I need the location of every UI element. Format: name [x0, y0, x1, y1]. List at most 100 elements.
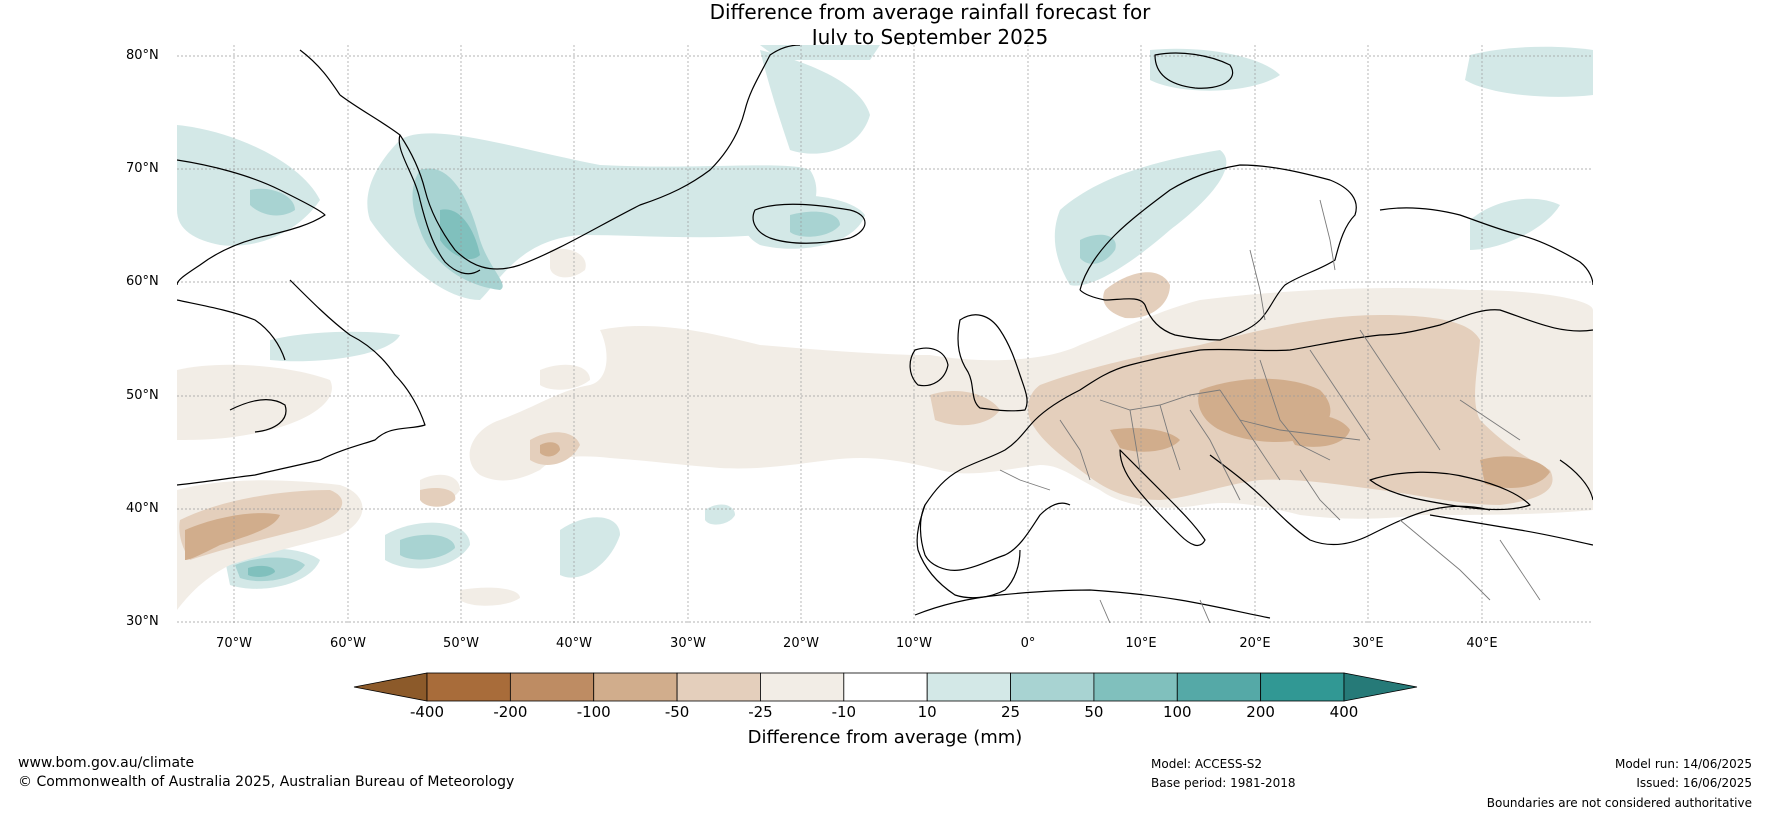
colorbar-extend-high: [1343, 672, 1418, 702]
teal-mid-iceland: [790, 211, 840, 237]
colorbar-tick-label: -400: [409, 703, 445, 721]
brown-light-nw-atlantic: [177, 364, 332, 440]
coast-italy: [1119, 449, 1206, 547]
colorbar-tick-label: -10: [831, 703, 857, 721]
coastlines: [177, 45, 1593, 619]
colorbar-segment: [1176, 672, 1262, 702]
map-title: Difference from average rainfall forecas…: [600, 0, 1260, 50]
coast-caspian: [1559, 459, 1593, 501]
coast-newfoundland: [229, 398, 287, 433]
colorbar-tick-label: -100: [576, 703, 611, 721]
colorbar-segment: [1093, 672, 1178, 702]
brown-dark-sw-atlantic: [185, 513, 280, 560]
coast-greenland-sw: [398, 134, 481, 275]
longitude-label: 40°E: [1466, 636, 1498, 651]
gridlines: [177, 45, 1593, 623]
teal-region-top-left: [760, 45, 880, 60]
colorbar-segment: [843, 672, 928, 702]
colorbar-tick-label: -50: [664, 703, 690, 721]
website-link[interactable]: www.bom.gov.au/climate: [18, 755, 195, 771]
brown-dark-caucasus: [1480, 456, 1550, 488]
coast-svalbard: [1154, 52, 1234, 89]
longitude-label: 20°W: [783, 636, 819, 651]
copyright-text: © Commonwealth of Australia 2025, Austra…: [18, 774, 515, 790]
teal-region-ne-greenland: [760, 50, 870, 154]
coast-britain: [957, 314, 1028, 412]
colorbar-segment: [593, 672, 678, 702]
model-text: Model: ACCESS-S2: [1151, 757, 1263, 771]
colorbar-segment: [426, 672, 511, 702]
latitude-label: 40°N: [126, 501, 159, 516]
brown-light-greenland-spot: [550, 248, 586, 278]
coast-greenland-west: [299, 49, 341, 96]
brown-dark-alps: [1110, 428, 1180, 452]
teal-dark-greenland: [440, 209, 480, 260]
colorbar-tick-label: -200: [493, 703, 528, 721]
coast-labrador: [177, 279, 426, 486]
longitude-label: 20°E: [1239, 636, 1271, 651]
colorbar-segment: [676, 672, 761, 702]
brown-mid-scandinavia: [1103, 272, 1170, 319]
coast-norway: [1079, 164, 1357, 321]
longitude-label: 30°E: [1352, 636, 1384, 651]
longitude-label: 70°W: [216, 636, 252, 651]
coast-greenland: [339, 45, 801, 270]
brown-light-south-spot: [460, 587, 520, 606]
colorbar-title: Difference from average (mm): [747, 727, 1023, 748]
coast-baffin: [177, 159, 326, 286]
country-borders: [999, 199, 1541, 623]
coast-iceland: [752, 203, 866, 244]
latitude-label: 70°N: [126, 161, 159, 176]
brown-light-atlantic-spots: [540, 364, 590, 390]
colorbar-tick-label: 100: [1162, 703, 1192, 721]
colorbar-tick-label: 200: [1246, 703, 1275, 721]
coast-russia-north: [1379, 207, 1593, 286]
latitude-label: 30°N: [126, 614, 159, 629]
brown-dark-carpathian: [1280, 414, 1350, 447]
teal-mid-atlantic-mid: [400, 534, 455, 560]
colorbar-tick-label: 25: [1000, 703, 1021, 721]
coast-black-sea: [1369, 471, 1531, 511]
teal-region-baffin: [177, 125, 320, 246]
teal-region-svalbard: [1150, 48, 1280, 91]
colorbar-segment: [509, 672, 595, 702]
brown-mid-mid-atlantic: [420, 488, 456, 507]
teal-dark-atlantic: [248, 565, 275, 577]
base-period-text: Base period: 1981-2018: [1151, 776, 1296, 790]
colorbar-segment: [1260, 672, 1345, 702]
longitude-label: 40°W: [556, 636, 592, 651]
colorbar-segment: [1010, 672, 1095, 702]
coast-iberia: [916, 504, 1021, 599]
model-run-text: Model run: 14/06/2025: [1614, 757, 1752, 771]
brown-light-east-patch: [1550, 348, 1593, 420]
longitude-label: 0°: [1020, 636, 1036, 651]
colorbar-tick-label: -25: [748, 703, 773, 721]
title-line-1: Difference from average rainfall forecas…: [709, 0, 1151, 24]
latitude-label: 60°N: [126, 274, 159, 289]
longitude-label: 10°W: [896, 636, 932, 651]
colorbar-tick-label: 400: [1329, 703, 1359, 721]
colorbar-tick-label: 50: [1084, 703, 1104, 721]
colorbar-tick-label: 10: [917, 703, 937, 721]
colorbar-segment: [926, 672, 1011, 702]
colorbar-segment: [760, 672, 845, 702]
longitude-label: 50°W: [443, 636, 479, 651]
teal-mid-norway: [1080, 234, 1116, 264]
coast-north-africa: [914, 589, 1271, 619]
latitude-label: 50°N: [126, 388, 159, 403]
teal-region-azores: [705, 504, 735, 525]
brown-mid-iberia-north: [930, 390, 1000, 426]
teal-region-russia-north: [1470, 198, 1560, 250]
brown-dark-atlantic-spot: [540, 442, 560, 457]
teal-mid-baffin: [250, 188, 295, 216]
coast-hudson: [177, 299, 286, 361]
longitude-label: 10°E: [1125, 636, 1157, 651]
colorbar: [353, 672, 1418, 702]
boundaries-disclaimer: Boundaries are not considered authoritat…: [1486, 796, 1752, 810]
longitude-label: 60°W: [330, 636, 366, 651]
coast-sweden: [1079, 289, 1261, 341]
colorbar-extend-low: [353, 672, 428, 702]
issued-text: Issued: 16/06/2025: [1636, 776, 1752, 790]
longitude-label: 30°W: [670, 636, 706, 651]
coast-balkans: [1209, 454, 1491, 546]
